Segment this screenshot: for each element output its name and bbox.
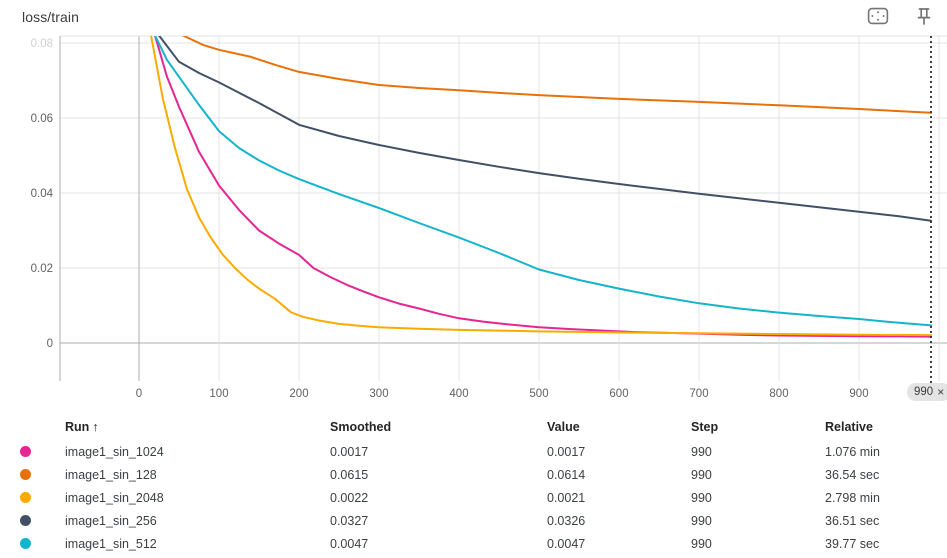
runs-table-header: Run ↑ Smoothed Value Step Relative: [0, 414, 947, 440]
run-color-cell: [0, 492, 50, 503]
y-axis-tick-label: 0.08: [31, 38, 53, 50]
y-axis-tick-label: 0.02: [31, 263, 53, 275]
run-color-dot: [20, 492, 31, 503]
run-color-dot: [20, 469, 31, 480]
run-color-cell: [0, 538, 50, 549]
step-cell: 990: [691, 467, 712, 482]
badge-close-icon[interactable]: ×: [937, 385, 945, 399]
run-name-cell: image1_sin_128: [65, 467, 157, 482]
run-curve-image1_sin_1024[interactable]: [145, 0, 932, 338]
step-cell: 990: [691, 444, 712, 459]
step-column-header[interactable]: Step: [691, 420, 719, 434]
run-color-dot: [20, 515, 31, 526]
table-row[interactable]: image1_sin_1024 0.0017 0.0017 990 1.076 min: [0, 440, 947, 463]
run-name-cell: image1_sin_256: [65, 513, 157, 528]
y-axis-tick-label: 0: [47, 338, 53, 350]
card-header: loss/train: [0, 0, 947, 36]
step-cell: 990: [691, 536, 712, 551]
value-cell: 0.0017: [547, 444, 586, 459]
run-color-cell: [0, 446, 50, 457]
x-axis-tick-label: 900: [849, 388, 868, 400]
x-axis-tick-label: 100: [209, 388, 228, 400]
runs-table: Run ↑ Smoothed Value Step Relative image1…: [0, 414, 947, 555]
run-curve-image1_sin_2048[interactable]: [144, 0, 932, 337]
step-badge-label: 990: [914, 386, 934, 398]
sort-ascending-icon: ↑: [92, 420, 99, 434]
card-title: loss/train: [22, 9, 80, 25]
loss-train-chart[interactable]: 0 0.02 0.04 0.06 0.08 0 100 200 300 400 500 600 700 8…: [0, 0, 947, 410]
x-axis-tick-label: 500: [529, 388, 548, 400]
run-name-cell: image1_sin_1024: [65, 444, 164, 459]
smoothed-column-header[interactable]: Smoothed: [330, 420, 392, 434]
x-axis-tick-label: 200: [289, 388, 308, 400]
value-cell: 0.0047: [547, 536, 586, 551]
table-row[interactable]: image1_sin_512 0.0047 0.0047 990 39.77 sec: [0, 532, 947, 555]
smoothed-cell: 0.0327: [330, 513, 369, 528]
card-toolbar: [866, 5, 936, 29]
value-cell: 0.0021: [547, 490, 586, 505]
x-axis-tick-label: 400: [449, 388, 468, 400]
value-cell: 0.0614: [547, 467, 586, 482]
relative-column-header[interactable]: Relative: [825, 420, 873, 434]
table-row[interactable]: image1_sin_128 0.0615 0.0614 990 36.54 sec: [0, 463, 947, 486]
relative-cell: 2.798 min: [825, 490, 880, 505]
x-axis-tick-label: 700: [689, 388, 708, 400]
smoothed-cell: 0.0022: [330, 490, 369, 505]
smoothed-cell: 0.0047: [330, 536, 369, 551]
relative-cell: 36.51 sec: [825, 513, 880, 528]
value-cell: 0.0326: [547, 513, 586, 528]
value-column-header[interactable]: Value: [547, 420, 580, 434]
run-curve-image1_sin_256[interactable]: [147, 0, 932, 222]
run-name-cell: image1_sin_2048: [65, 490, 164, 505]
smoothed-cell: 0.0615: [330, 467, 369, 482]
run-column-header[interactable]: Run ↑: [65, 420, 99, 434]
run-curve-image1_sin_128[interactable]: [151, 0, 932, 114]
y-axis-tick-label: 0.06: [31, 113, 53, 125]
y-axis-tick-label: 0.04: [31, 188, 54, 200]
x-axis-tick-label: 300: [369, 388, 388, 400]
run-color-dot: [20, 538, 31, 549]
run-color-dot: [20, 446, 31, 457]
relative-cell: 1.076 min: [825, 444, 880, 459]
run-color-cell: [0, 469, 50, 480]
relative-cell: 36.54 sec: [825, 467, 880, 482]
x-axis-tick-label: 0: [136, 388, 142, 400]
table-row[interactable]: image1_sin_256 0.0327 0.0326 990 36.51 sec: [0, 509, 947, 532]
step-cell: 990: [691, 513, 712, 528]
x-axis-tick-label: 600: [609, 388, 628, 400]
run-curve-image1_sin_512[interactable]: [145, 0, 932, 327]
pin-button[interactable]: [912, 5, 936, 29]
run-color-cell: [0, 515, 50, 526]
fit-to-data-button[interactable]: [866, 5, 890, 29]
pin-icon: [914, 5, 934, 30]
runs-table-body: image1_sin_1024 0.0017 0.0017 990 1.076 min i…: [0, 440, 947, 555]
step-badge: 990 ×: [907, 383, 947, 401]
fit-to-data-icon: [867, 7, 889, 28]
run-name-cell: image1_sin_512: [65, 536, 157, 551]
table-row[interactable]: image1_sin_2048 0.0022 0.0021 990 2.798 min: [0, 486, 947, 509]
step-cell: 990: [691, 490, 712, 505]
smoothed-cell: 0.0017: [330, 444, 369, 459]
relative-cell: 39.77 sec: [825, 536, 880, 551]
x-axis-tick-label: 800: [769, 388, 788, 400]
